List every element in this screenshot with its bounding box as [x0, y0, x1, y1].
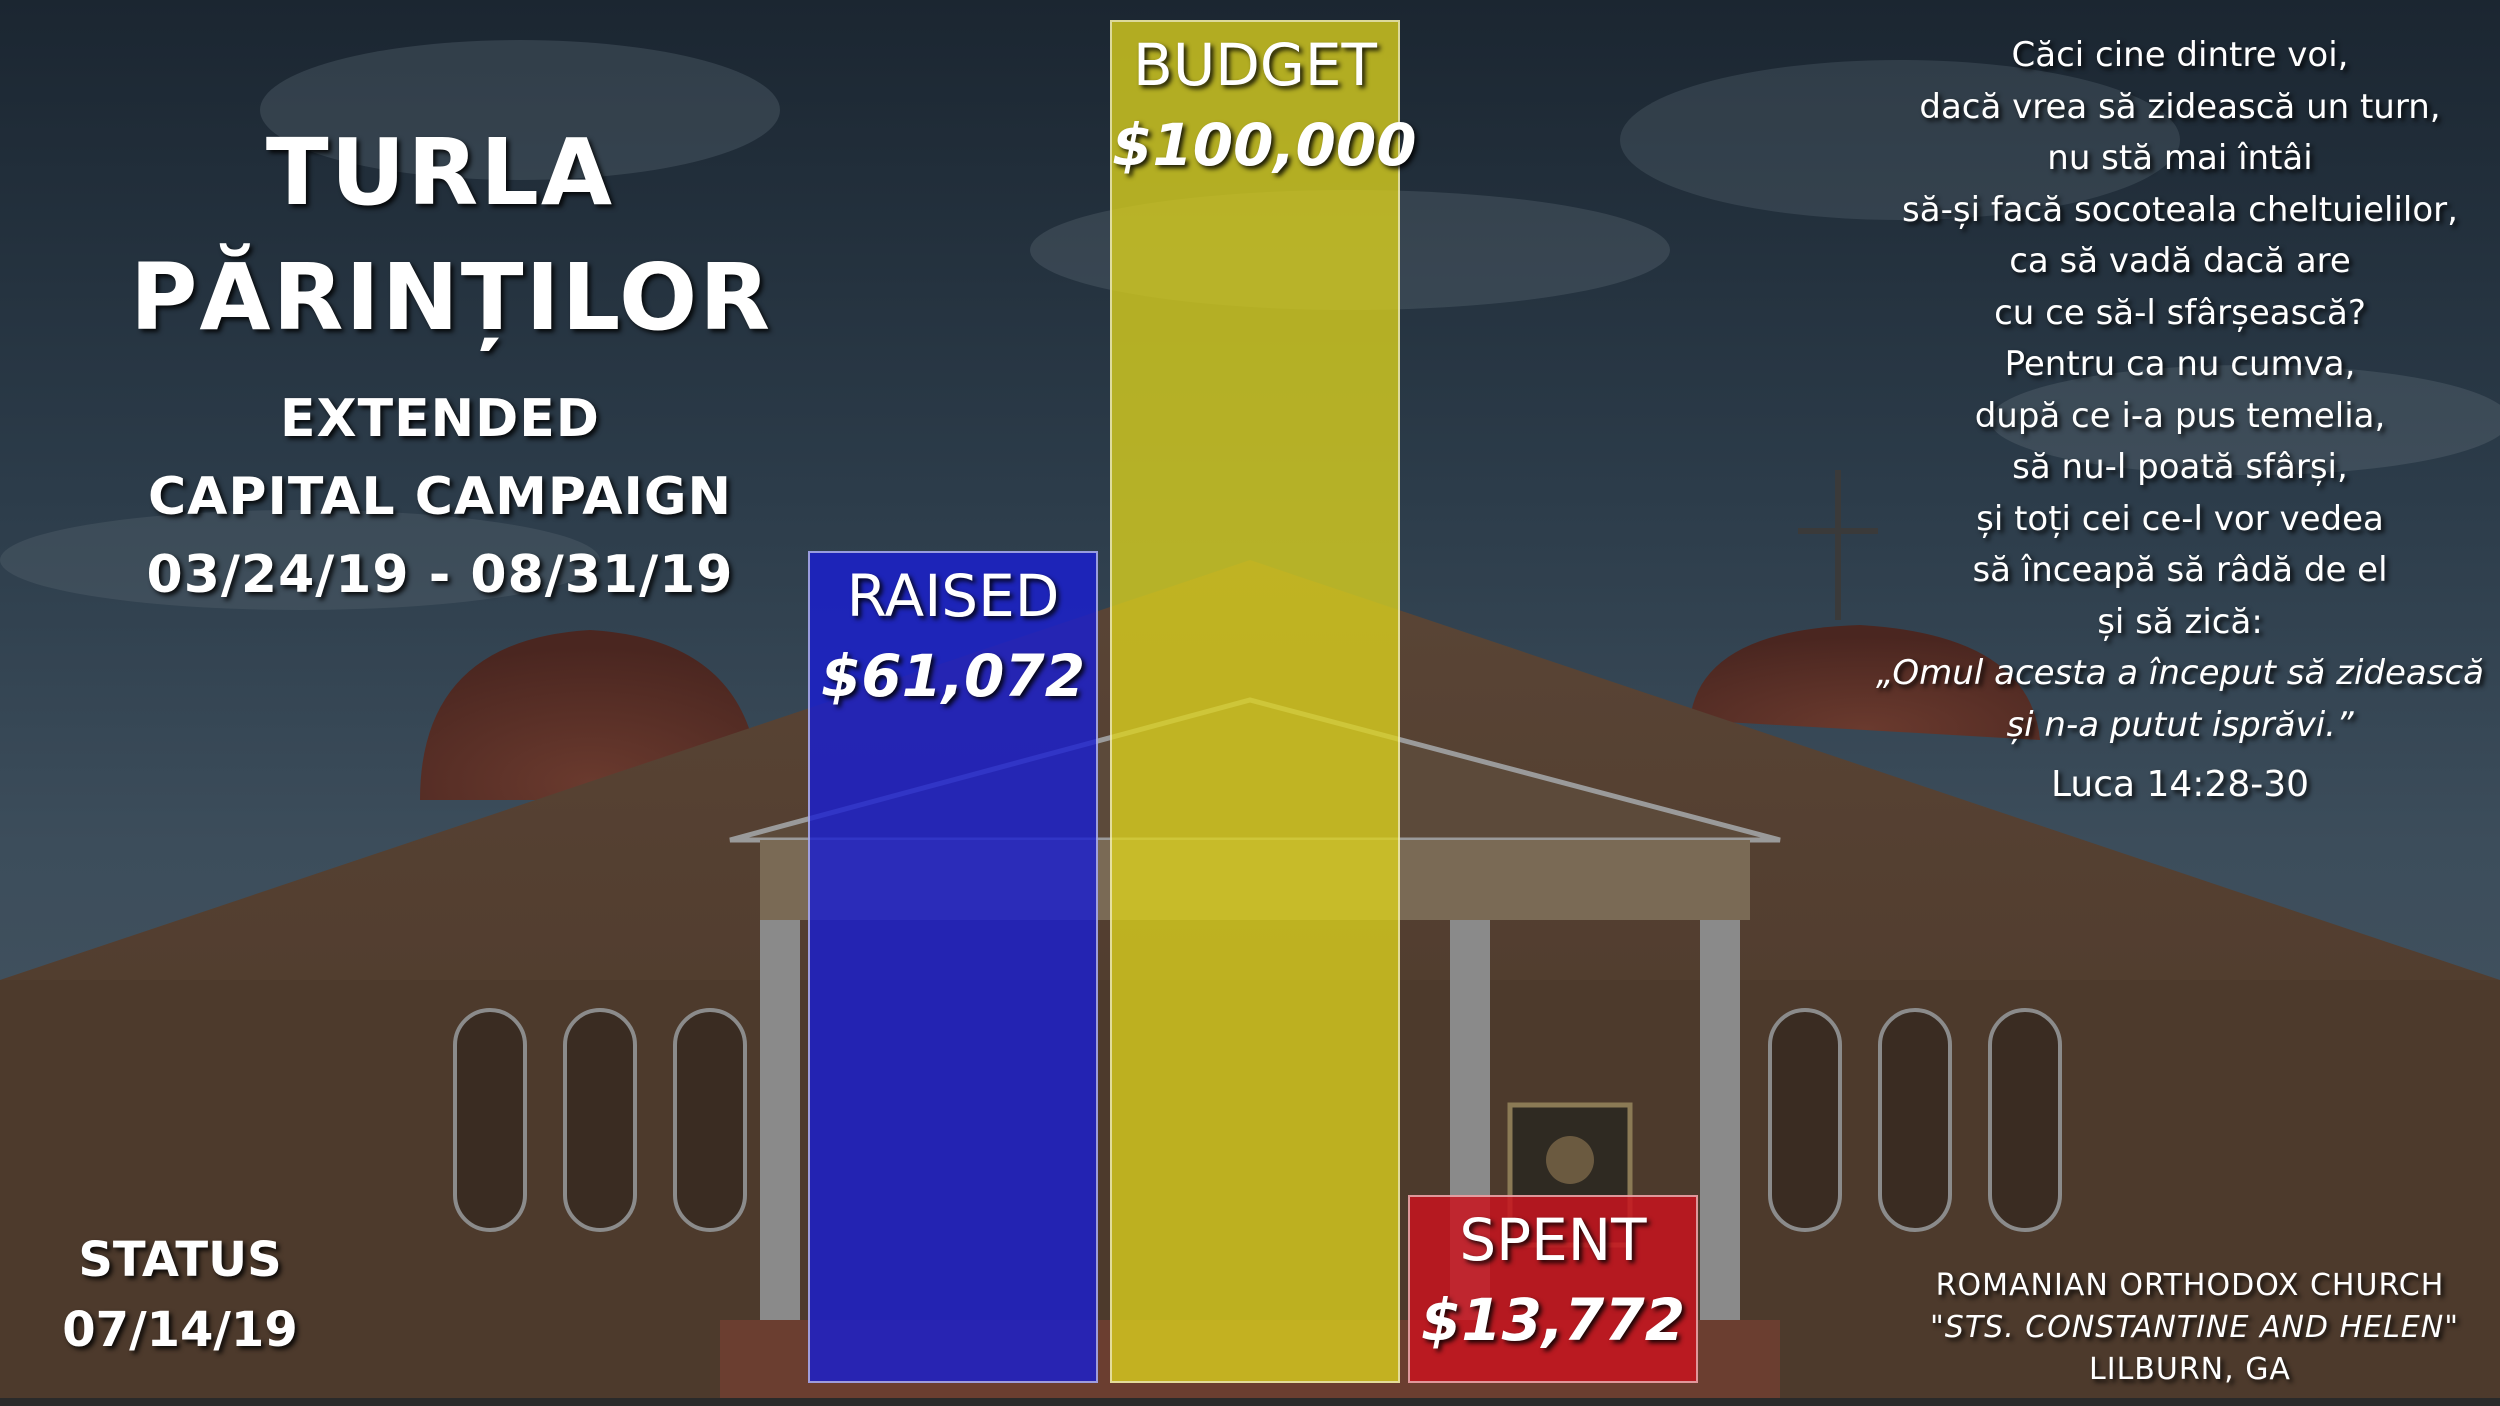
verse-quote-line: „Omul acesta a început să zidească — [1876, 653, 2484, 693]
verse-line: să înceapă să râdă de el — [1972, 550, 2388, 590]
verse-line: și să zică: — [2097, 601, 2263, 642]
church-location: LILBURN, GA — [2089, 1352, 2291, 1387]
verse-line: Pentru ca nu cumva, — [2004, 344, 2356, 384]
church-name: ROMANIAN ORTHODOX CHURCH "STS. CONSTANTI… — [1930, 1265, 2459, 1391]
bar-value-raised: $61,072 — [820, 642, 1086, 710]
campaign-dates: 03/24/19 - 08/31/19 — [146, 545, 734, 605]
verse-reference: Luca 14:28-30 — [2050, 764, 2310, 805]
verse-line: Căci cine dintre voi, — [2011, 35, 2349, 75]
title-line: TURLA — [265, 119, 615, 226]
status-block: STATUS 07/14/19 — [30, 1225, 330, 1365]
church-line: "STS. CONSTANTINE AND HELEN" — [1930, 1310, 2459, 1345]
verse-line: nu stă mai întâi — [2047, 138, 2313, 178]
bar-budget: BUDGET $100,000 — [1110, 20, 1417, 1383]
campaign-title: TURLA PĂRINȚILOR — [130, 110, 773, 360]
bar-value-spent: $13,772 — [1420, 1286, 1686, 1354]
scripture-verse: Căci cine dintre voi, dacă vrea să zidea… — [1860, 30, 2500, 815]
bar-label-raised: RAISED — [846, 562, 1060, 630]
bar-label-spent: SPENT — [1459, 1206, 1647, 1274]
church-line: ROMANIAN ORTHODOX CHURCH — [1935, 1268, 2445, 1303]
bar-raised: RAISED $61,072 — [808, 551, 1098, 1383]
verse-quote-line: și n-a putut isprăvi.” — [2006, 704, 2354, 745]
bar-label-budget: BUDGET — [1133, 31, 1377, 99]
verse-line: cu ce să-l sfârșească? — [1994, 292, 2366, 333]
verse-line: să nu-l poată sfârși, — [2012, 447, 2348, 487]
verse-line: după ce i-a pus temelia, — [1974, 395, 2386, 436]
subtitle-line: CAPITAL CAMPAIGN — [147, 467, 733, 527]
verse-line: și toți cei ce-l vor vedea — [1976, 498, 2384, 539]
verse-line: dacă vrea să zidească un turn, — [1919, 86, 2441, 127]
status-date: 07/14/19 — [62, 1302, 298, 1358]
bar-spent: SPENT $13,772 — [1408, 1195, 1698, 1383]
verse-line: să-și facă socoteala cheltuielilor, — [1902, 189, 2458, 230]
campaign-subtitle: EXTENDED CAPITAL CAMPAIGN 03/24/19 - 08/… — [110, 380, 770, 614]
status-label: STATUS — [78, 1232, 282, 1288]
bar-value-budget: $100,000 — [1112, 111, 1417, 179]
verse-line: ca să vadă dacă are — [2009, 241, 2351, 281]
title-line: PĂRINȚILOR — [130, 244, 773, 351]
subtitle-line: EXTENDED — [280, 389, 600, 449]
